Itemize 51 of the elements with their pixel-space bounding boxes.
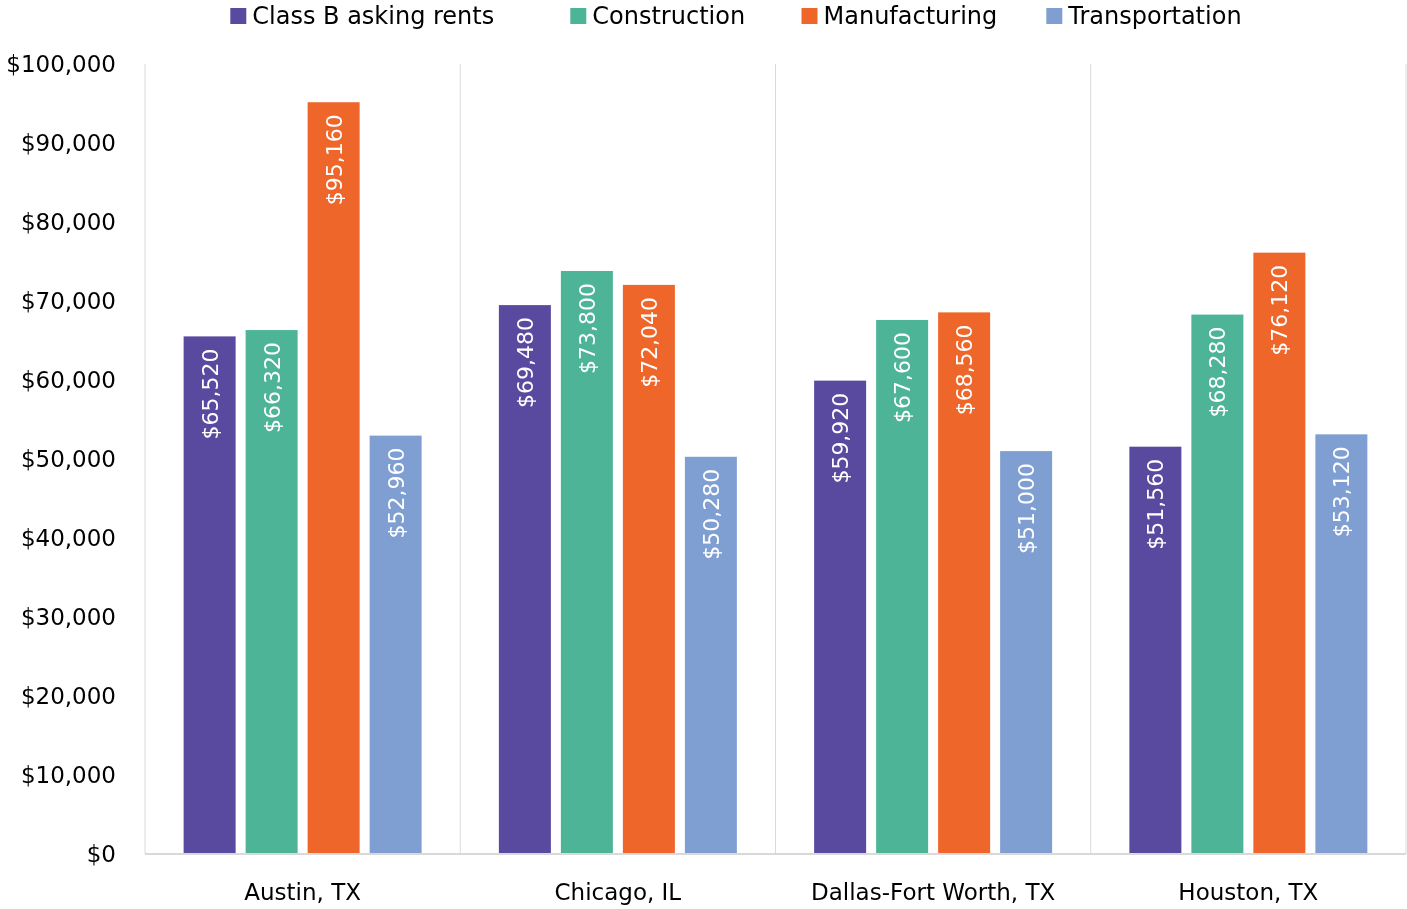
y-tick-label: $80,000 bbox=[20, 209, 116, 236]
y-tick-label: $20,000 bbox=[20, 683, 116, 710]
y-tick-label: $90,000 bbox=[20, 130, 116, 157]
bar bbox=[622, 284, 675, 854]
bar bbox=[498, 305, 551, 854]
x-tick-label: Houston, TX bbox=[1178, 879, 1319, 906]
y-tick-label: $40,000 bbox=[20, 525, 116, 552]
bar bbox=[876, 319, 929, 854]
data-label: $51,560 bbox=[1143, 458, 1169, 550]
bar bbox=[1129, 446, 1182, 854]
bar bbox=[814, 380, 867, 854]
data-label: $67,600 bbox=[890, 331, 916, 423]
bar bbox=[1000, 451, 1053, 854]
data-label: $52,960 bbox=[383, 447, 409, 539]
data-label: $72,040 bbox=[636, 296, 662, 388]
y-tick-label: $0 bbox=[86, 841, 116, 868]
data-label: $51,000 bbox=[1014, 463, 1040, 555]
y-tick-label: $30,000 bbox=[20, 604, 116, 631]
y-tick-label: $50,000 bbox=[20, 446, 116, 473]
data-label: $65,520 bbox=[197, 348, 223, 440]
x-tick-label: Dallas-Fort Worth, TX bbox=[811, 879, 1056, 906]
data-label: $68,560 bbox=[952, 324, 978, 416]
y-tick-label: $100,000 bbox=[6, 51, 116, 78]
x-tick-label: Chicago, IL bbox=[554, 879, 682, 906]
y-tick-label: $60,000 bbox=[20, 367, 116, 394]
bar bbox=[183, 336, 236, 854]
bar bbox=[245, 330, 298, 854]
bar bbox=[938, 312, 991, 854]
data-label: $53,120 bbox=[1329, 446, 1355, 538]
bar bbox=[1315, 434, 1368, 854]
bar bbox=[307, 102, 360, 854]
legend-label: Transportation bbox=[1067, 2, 1242, 31]
bar bbox=[684, 456, 737, 854]
x-tick-label: Austin, TX bbox=[244, 879, 362, 906]
legend-label: Class B asking rents bbox=[252, 2, 495, 31]
bar bbox=[369, 435, 422, 854]
data-label: $69,480 bbox=[512, 317, 538, 409]
data-label: $76,120 bbox=[1267, 264, 1293, 356]
y-tick-label: $10,000 bbox=[20, 762, 116, 789]
data-label: $50,280 bbox=[698, 468, 724, 560]
data-label: $59,920 bbox=[828, 392, 854, 484]
data-label: $73,800 bbox=[574, 282, 600, 374]
data-label: $68,280 bbox=[1205, 326, 1231, 418]
legend-label: Construction bbox=[592, 2, 746, 31]
data-label: $95,160 bbox=[321, 114, 347, 206]
data-label: $66,320 bbox=[259, 342, 285, 434]
y-tick-label: $70,000 bbox=[20, 288, 116, 315]
bar bbox=[1191, 314, 1244, 854]
bar bbox=[1253, 252, 1306, 854]
legend-label: Manufacturing bbox=[823, 2, 998, 31]
bar bbox=[560, 270, 613, 854]
